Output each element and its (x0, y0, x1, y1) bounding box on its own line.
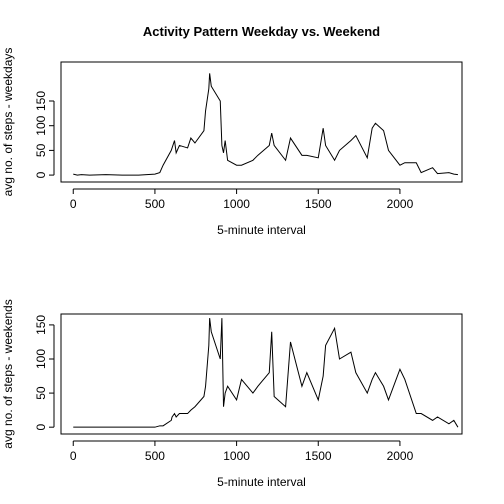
y-axis-label: avg no. of steps - weekends (1, 299, 15, 448)
x-tick-label: 1500 (305, 449, 332, 463)
x-axis-label: 5-minute interval (217, 223, 306, 237)
x-tick-label: 2000 (387, 449, 414, 463)
x-tick-label: 0 (70, 449, 77, 463)
y-tick-label: 150 (34, 315, 48, 335)
y-tick-label: 50 (34, 143, 48, 157)
chart-title: Activity Pattern Weekday vs. Weekend (143, 24, 380, 39)
y-tick-label: 0 (34, 424, 48, 431)
x-tick-label: 2000 (387, 197, 414, 211)
x-tick-label: 0 (70, 197, 77, 211)
y-tick-label: 100 (34, 115, 48, 135)
x-tick-label: 1000 (223, 197, 250, 211)
y-tick-label: 100 (34, 349, 48, 369)
data-line (73, 73, 458, 176)
y-tick-label: 50 (34, 386, 48, 400)
plot-box (60, 61, 463, 183)
x-tick-label: 1000 (223, 449, 250, 463)
y-tick-label: 150 (34, 91, 48, 111)
x-axis-label: 5-minute interval (217, 475, 306, 489)
x-tick-label: 500 (145, 449, 165, 463)
y-tick-label: 0 (34, 171, 48, 178)
x-tick-label: 1500 (305, 197, 332, 211)
data-line (73, 318, 459, 428)
plot-box (60, 313, 463, 435)
y-axis-label: avg no. of steps - weekdays (1, 48, 15, 197)
x-tick-label: 500 (145, 197, 165, 211)
